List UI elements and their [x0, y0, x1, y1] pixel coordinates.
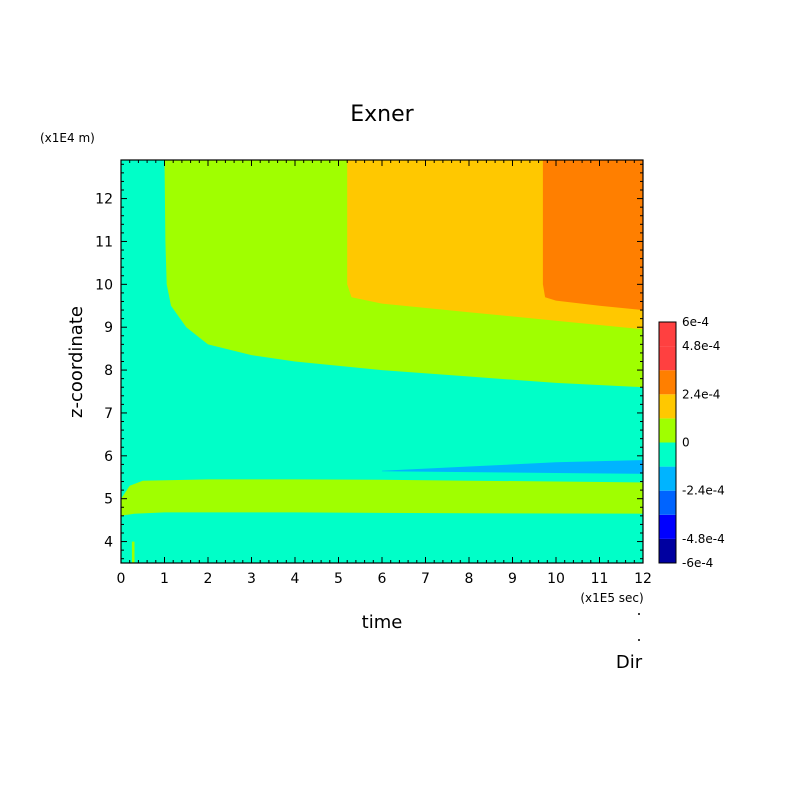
y-tick-label: 9 [104, 320, 113, 336]
y-axis-label: z-coordinate [66, 306, 87, 418]
dir-label: Dir [616, 652, 643, 673]
colorbar-tick-label: 4.8e-4 [682, 339, 720, 353]
dir-dot-lower [638, 639, 640, 641]
colorbar-frame [658, 321, 677, 564]
colorbar-tick-label: 2.4e-4 [682, 387, 720, 401]
x-unit-label: (x1E5 sec) [580, 591, 643, 605]
x-tick-label: 11 [591, 571, 609, 587]
x-tick-label: 2 [204, 571, 213, 587]
dir-dot-upper [638, 613, 640, 615]
colorbar-tick-label: -4.8e-4 [682, 532, 725, 546]
y-tick-label: 6 [104, 449, 113, 465]
y-axis: 4 5 6 7 8 9 10 11 12 [95, 163, 643, 560]
colorbar-segment [659, 394, 676, 419]
x-tick-label: 10 [547, 571, 565, 587]
x-tick-label: 12 [634, 571, 652, 587]
region-negative-tongue [382, 460, 643, 474]
colorbar: 6e-4 4.8e-4 2.4e-4 0 -2.4e-4 -4.8e-4 -6e-4 [658, 315, 725, 570]
y-tick-label: 8 [104, 363, 113, 379]
y-tick-label: 4 [104, 535, 113, 551]
region-positive-band-lower [121, 479, 643, 516]
colorbar-tick-label: -6e-4 [682, 556, 713, 570]
colorbar-segment [659, 490, 676, 515]
colorbar-segment [659, 370, 676, 395]
colorbar-segment [659, 538, 676, 563]
x-tick-label: 7 [421, 571, 430, 587]
y-tick-label: 11 [95, 234, 113, 250]
x-tick-label: 3 [247, 571, 256, 587]
y-unit-label: (x1E4 m) [40, 131, 95, 145]
x-tick-label: 6 [378, 571, 387, 587]
colorbar-tick-label: 6e-4 [682, 315, 709, 329]
heatmap-field [121, 160, 643, 563]
colorbar-segment [659, 466, 676, 491]
x-tick-label: 5 [334, 571, 343, 587]
y-tick-label: 5 [104, 492, 113, 508]
x-tick-label: 8 [465, 571, 474, 587]
colorbar-segment [659, 514, 676, 539]
direction-marker: Dir [616, 613, 643, 673]
x-tick-label: 1 [160, 571, 169, 587]
colorbar-segment [659, 418, 676, 443]
colorbar-segment [659, 346, 676, 371]
y-tick-label: 12 [95, 192, 113, 208]
x-axis: 0 1 2 3 4 5 6 7 8 9 10 11 12 [117, 160, 652, 587]
region-level-2-band [542, 160, 643, 311]
x-tick-label: 0 [117, 571, 126, 587]
y-tick-label: 10 [95, 277, 113, 293]
x-tick-label: 9 [508, 571, 517, 587]
colorbar-segment [659, 322, 676, 347]
colorbar-segment [659, 442, 676, 467]
region-positive-sliver [131, 541, 135, 563]
x-tick-label: 4 [291, 571, 300, 587]
y-tick-label: 7 [104, 406, 113, 422]
x-axis-label: time [362, 612, 403, 633]
colorbar-tick-label: -2.4e-4 [682, 484, 725, 498]
chart-title: Exner [350, 102, 414, 127]
colorbar-tick-label: 0 [682, 436, 690, 450]
